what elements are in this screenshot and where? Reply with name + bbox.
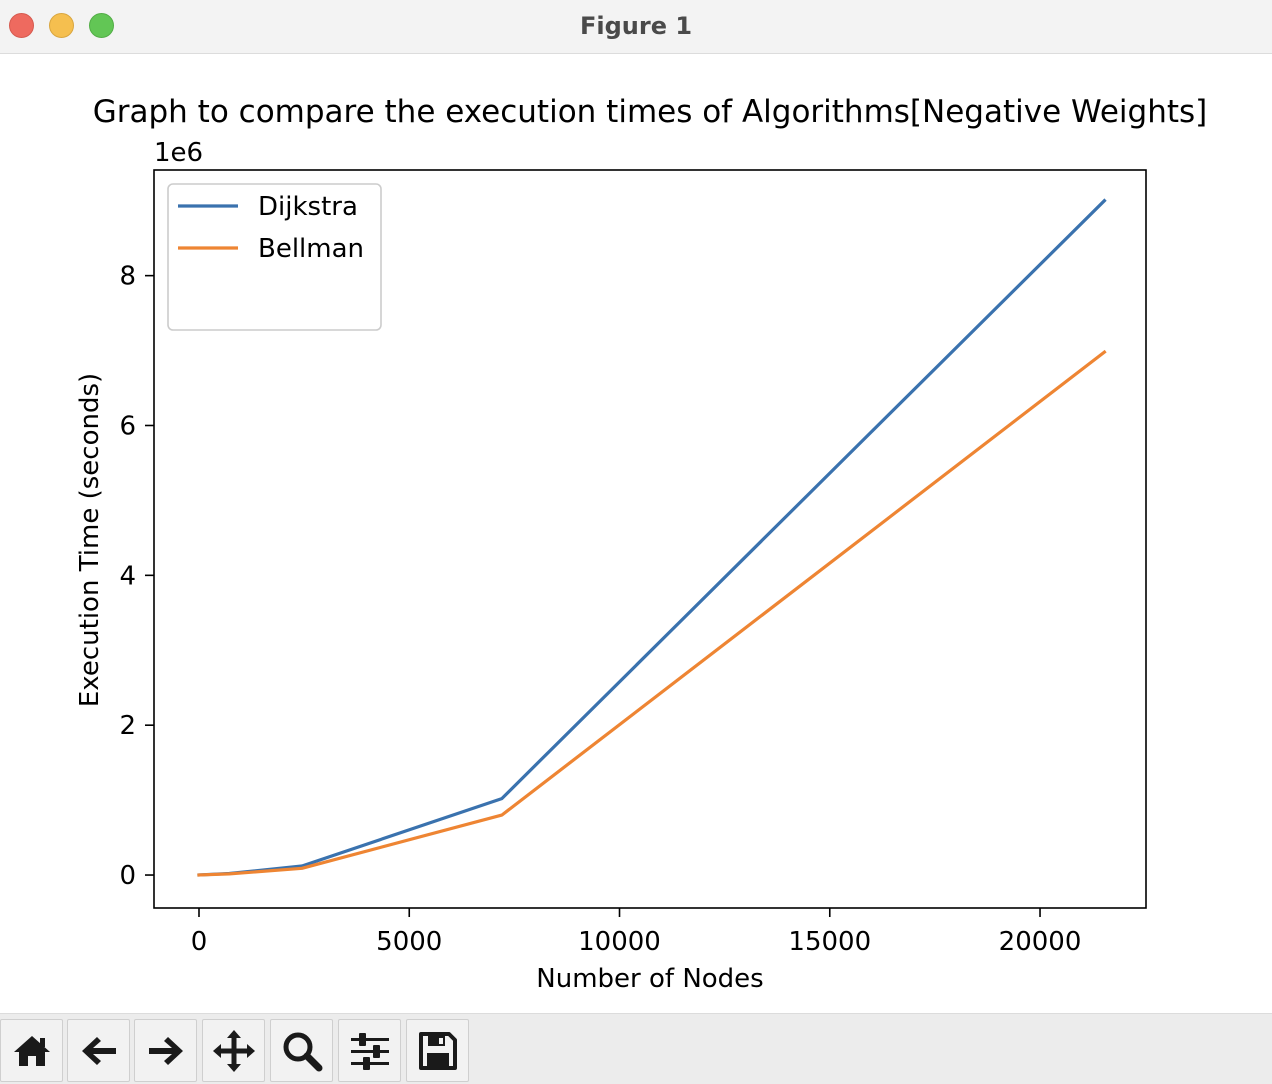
- legend: Dijkstra Bellman: [167, 183, 382, 331]
- configure-subplots-button[interactable]: [338, 1019, 401, 1082]
- zoom-button[interactable]: [270, 1019, 333, 1082]
- move-icon: [212, 1029, 255, 1072]
- x-tick-label: 0: [191, 927, 208, 957]
- x-axis-label: Number of Nodes: [536, 964, 763, 994]
- x-tick-label: 10000: [578, 927, 661, 957]
- legend-label-dijkstra: Dijkstra: [258, 192, 358, 222]
- legend-label-bellman: Bellman: [258, 234, 364, 264]
- chart-title: Graph to compare the execution times of …: [93, 94, 1208, 130]
- legend-box: [167, 183, 382, 331]
- maximize-window-button[interactable]: [89, 13, 114, 38]
- arrow-left-icon: [81, 1036, 116, 1065]
- plot-area: [153, 169, 1147, 909]
- back-button[interactable]: [67, 1019, 130, 1082]
- close-window-button[interactable]: [9, 13, 34, 38]
- window-title: Figure 1: [579, 12, 693, 40]
- y-tick-label: 0: [119, 861, 136, 891]
- y-tick-label: 2: [119, 711, 136, 741]
- series-lines: [197, 198, 1107, 877]
- title-bar: Figure 1: [0, 0, 1272, 54]
- navigation-toolbar: [0, 1013, 1272, 1084]
- arrow-right-icon: [148, 1036, 183, 1065]
- save-button[interactable]: [406, 1019, 469, 1082]
- x-tick-label: 15000: [788, 927, 871, 957]
- x-tick-label: 5000: [376, 927, 442, 957]
- y-tick-label: 8: [119, 262, 136, 292]
- x-axis-ticks: 0 5000 10000 15000 20000: [191, 908, 1082, 957]
- floppy-disk-icon: [418, 1031, 457, 1070]
- y-tick-label: 4: [119, 561, 136, 591]
- figure-canvas[interactable]: Graph to compare the execution times of …: [0, 55, 1272, 1013]
- x-tick-label: 20000: [999, 927, 1082, 957]
- sliders-icon: [350, 1032, 389, 1070]
- minimize-window-button[interactable]: [49, 13, 74, 38]
- y-offset-label: 1e6: [154, 138, 203, 168]
- forward-button[interactable]: [134, 1019, 197, 1082]
- line-chart[interactable]: Graph to compare the execution times of …: [0, 55, 1272, 1013]
- y-tick-label: 6: [119, 411, 136, 441]
- magnifier-icon: [283, 1032, 322, 1071]
- home-button[interactable]: [0, 1019, 63, 1082]
- home-icon: [13, 1035, 50, 1066]
- y-axis-label: Execution Time (seconds): [75, 373, 105, 707]
- pan-button[interactable]: [202, 1019, 265, 1082]
- y-axis-ticks: 0 2 4 6 8: [119, 262, 154, 891]
- series-line-bellman: [197, 349, 1107, 877]
